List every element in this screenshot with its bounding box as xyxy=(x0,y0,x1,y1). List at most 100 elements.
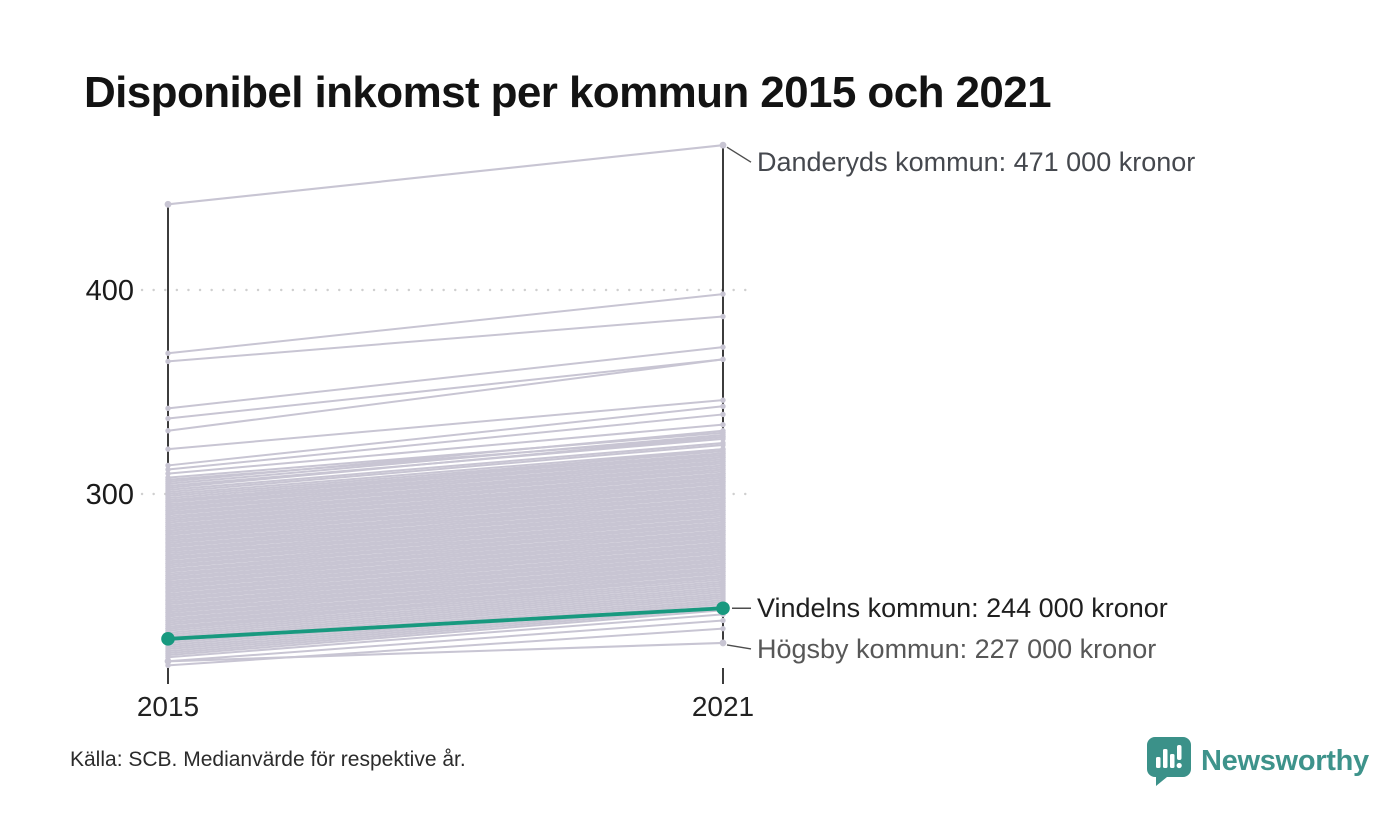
point-2021 xyxy=(720,507,726,514)
municipality-line xyxy=(167,315,724,363)
municipality-line xyxy=(167,554,724,610)
point-2021 xyxy=(720,548,726,554)
point-2021 xyxy=(720,313,726,320)
municipality-line xyxy=(167,429,724,483)
point-2021 xyxy=(720,568,726,575)
newsworthy-logo: Newsworthy xyxy=(1146,735,1369,787)
point-2021 xyxy=(720,421,726,428)
point-2021 xyxy=(720,291,726,297)
municipality-line xyxy=(167,619,724,663)
background-lines xyxy=(165,291,726,669)
municipality-line-danderyd xyxy=(167,144,724,206)
source-note: Källa: SCB. Medianvärde för respektive å… xyxy=(70,748,466,771)
municipality-line xyxy=(167,529,724,585)
y-tick-label: 400 xyxy=(86,275,134,307)
point-2021 xyxy=(720,572,726,579)
municipality-line xyxy=(167,501,724,557)
municipality-line xyxy=(167,590,724,638)
municipality-line xyxy=(167,405,724,467)
municipality-line xyxy=(167,521,724,577)
municipality-line xyxy=(167,566,724,622)
point-2021 xyxy=(720,462,726,469)
municipality-line xyxy=(167,358,724,432)
x-tick-label: 2021 xyxy=(692,691,754,722)
municipality-line xyxy=(167,456,724,512)
annotation-hogsby: Högsby kommun: 227 000 kronor xyxy=(757,634,1156,664)
point-2021 xyxy=(720,495,726,501)
municipality-line-vindeln xyxy=(167,606,724,641)
point-2015 xyxy=(165,470,171,477)
point-2015 xyxy=(165,466,171,473)
page-title: Disponibel inkomst per kommun 2015 och 2… xyxy=(84,68,1052,117)
point-2021 xyxy=(720,466,726,473)
municipality-line xyxy=(167,484,724,540)
municipality-line xyxy=(167,468,724,524)
annotation-vindeln: Vindelns kommun: 244 000 kronor xyxy=(757,593,1168,623)
municipality-line xyxy=(167,472,724,528)
municipality-line xyxy=(167,493,724,549)
point-2021 xyxy=(720,536,726,542)
danderyd-point-2015 xyxy=(164,200,172,208)
municipality-line xyxy=(167,607,724,655)
point-2015 xyxy=(165,462,171,469)
municipality-line xyxy=(167,399,724,451)
point-2021 xyxy=(720,552,726,558)
municipality-line xyxy=(167,562,724,618)
municipality-line xyxy=(167,613,724,659)
point-2021 xyxy=(720,411,726,418)
point-2015 xyxy=(165,446,171,452)
point-2021 xyxy=(720,450,726,456)
municipality-line xyxy=(167,433,724,485)
point-2021 xyxy=(720,446,726,452)
point-2021 xyxy=(720,523,726,530)
point-2021 xyxy=(720,503,726,509)
municipality-line xyxy=(167,505,724,561)
municipality-line xyxy=(167,448,724,504)
point-2021 xyxy=(720,556,726,562)
municipality-line xyxy=(167,435,724,489)
municipality-line xyxy=(167,358,724,420)
leader-danderyd xyxy=(726,146,752,163)
municipality-line xyxy=(167,293,724,355)
point-2021 xyxy=(720,544,726,550)
point-2021 xyxy=(720,434,726,440)
municipality-line xyxy=(167,541,724,597)
municipality-line xyxy=(167,413,724,471)
municipality-line xyxy=(167,480,724,536)
municipality-line xyxy=(167,497,724,553)
point-2021 xyxy=(720,442,726,448)
municipality-line xyxy=(167,574,724,630)
line-vindeln: Vindelns kommun: 244 000 kronor xyxy=(161,593,1168,646)
vindeln-point-2021 xyxy=(716,601,730,616)
municipality-line xyxy=(167,513,724,569)
point-2021 xyxy=(720,560,726,567)
point-2021 xyxy=(720,564,726,571)
municipality-line xyxy=(167,609,724,657)
newsworthy-wordmark: Newsworthy xyxy=(1201,744,1369,777)
municipality-line xyxy=(167,546,724,602)
point-2021 xyxy=(720,499,726,505)
municipality-line xyxy=(167,550,724,606)
point-2015 xyxy=(165,415,171,422)
point-2021 xyxy=(720,483,726,489)
point-2021 xyxy=(720,532,726,538)
municipality-line xyxy=(167,533,724,589)
line-hogsby: Högsby kommun: 227 000 kronor xyxy=(164,634,1156,665)
point-2021 xyxy=(720,454,726,460)
municipality-line xyxy=(167,525,724,581)
municipality-line-hogsby xyxy=(167,641,724,663)
municipality-line xyxy=(167,586,724,634)
municipality-line xyxy=(167,582,724,630)
municipality-line xyxy=(167,448,724,495)
newsworthy-icon xyxy=(1147,737,1191,786)
point-2015 xyxy=(165,350,171,356)
point-2021 xyxy=(720,403,726,409)
municipality-line xyxy=(167,558,724,614)
hogsby-point-2021 xyxy=(719,639,727,647)
hogsby-point-2015 xyxy=(164,657,172,665)
municipality-line xyxy=(167,488,724,544)
vindeln-point-2015 xyxy=(161,632,175,646)
municipality-line xyxy=(167,452,724,508)
